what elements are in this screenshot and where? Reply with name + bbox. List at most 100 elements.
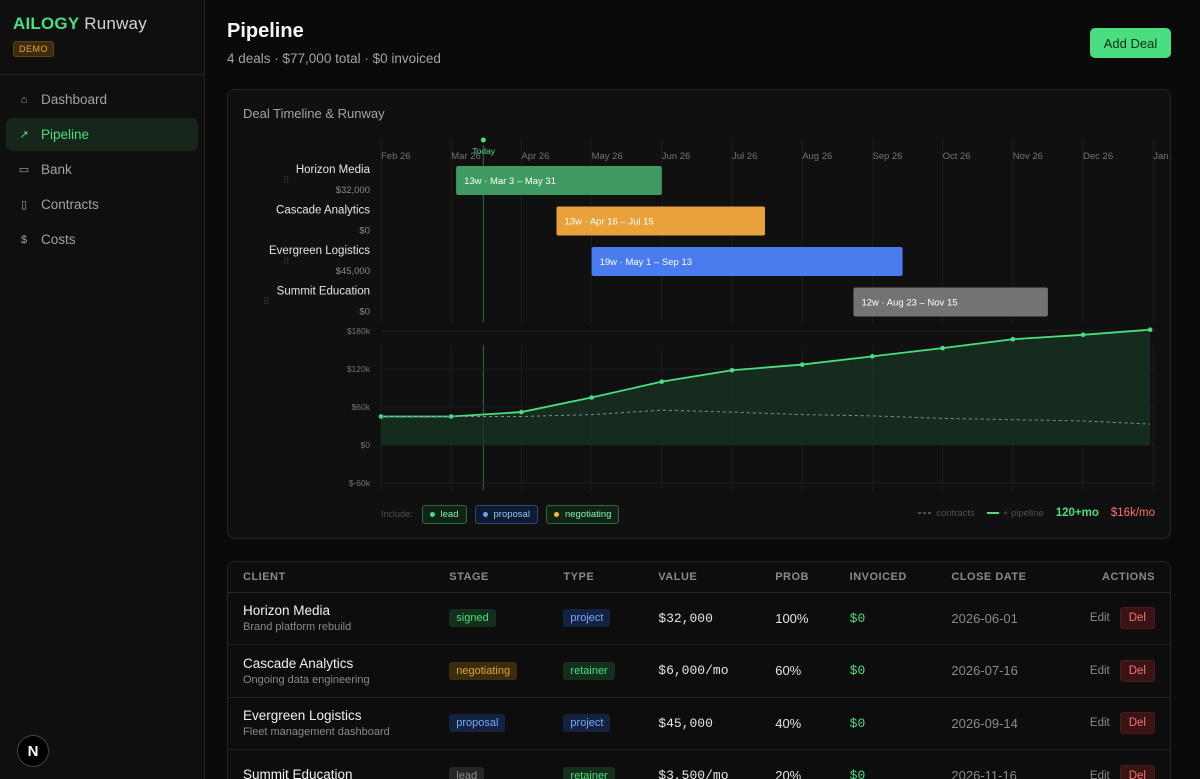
today-dot-icon: [480, 137, 486, 143]
delete-button[interactable]: Del: [1119, 712, 1155, 735]
stage-badge: signed: [449, 609, 496, 628]
client-description: Ongoing data engineering: [243, 673, 370, 686]
table-row[interactable]: Cascade Analytics Ongoing data engineerin…: [228, 644, 1170, 698]
sidebar-item-pipeline[interactable]: ↗ Pipeline: [6, 118, 198, 151]
timeline-title: Deal Timeline & Runway: [243, 106, 385, 121]
chip-label: proposal: [493, 509, 530, 520]
table-row[interactable]: Horizon Media Brand platform rebuild signe…: [228, 592, 1170, 645]
app-title: AILOGY Runway: [13, 14, 191, 34]
month-tick-label: Oct 26: [943, 151, 971, 162]
month-tick-label: May 26: [592, 151, 623, 162]
sidebar-item-bank[interactable]: ▭ Bank: [6, 153, 198, 186]
deals-table: CLIENT STAGE TYPE VALUE PROB INVOICED CLOSE DA…: [228, 562, 1170, 779]
month-tick-label: Jul 26: [732, 151, 757, 162]
add-deal-button[interactable]: Add Deal: [1090, 28, 1171, 58]
deal-client-label: Cascade Analytics: [276, 205, 370, 217]
drag-handle-icon: ⠿: [263, 297, 270, 307]
column-header-type: TYPE: [548, 562, 644, 593]
edit-button[interactable]: Edit: [1089, 717, 1110, 730]
deal-bar: [853, 287, 1048, 317]
month-tick-label: Jun 26: [662, 151, 691, 162]
column-header-actions: ACTIONS: [1058, 562, 1170, 593]
chip-dot-icon: [482, 512, 488, 517]
include-chip-negotiating[interactable]: negotiating: [545, 505, 620, 524]
document-icon: ▯: [20, 199, 28, 211]
include-chip-lead[interactable]: lead: [421, 505, 467, 524]
y-tick-label: $180k: [347, 326, 371, 336]
pipeline-point: [519, 409, 524, 415]
n-logo-icon[interactable]: N: [17, 735, 49, 767]
stage-badge: negotiating: [449, 661, 518, 680]
pipeline-area: [381, 329, 1151, 445]
delete-button[interactable]: Del: [1119, 607, 1155, 630]
column-header-close-date: CLOSE DATE: [936, 562, 1059, 593]
pipeline-point: [729, 367, 735, 373]
legend-contracts-label: contracts: [936, 507, 975, 519]
client-name: Cascade Analytics: [243, 655, 354, 671]
deal-bar-label: 12w · Aug 23 – Nov 15: [861, 298, 957, 309]
type-badge: project: [563, 714, 611, 733]
sidebar-item-dashboard[interactable]: ⌂ Dashboard: [6, 83, 198, 116]
client-cell: Horizon Media Brand platform rebuild: [228, 592, 435, 645]
table-row[interactable]: Summit Education lead retainer $3,500/mo 20%…: [228, 749, 1170, 779]
month-tick-label: Apr 26: [521, 151, 549, 162]
card-icon: ▭: [18, 164, 30, 176]
table-row[interactable]: Evergreen Logistics Fleet management dash…: [228, 697, 1170, 750]
deal-value-label: $0: [359, 307, 370, 318]
deal-value-label: $45,000: [336, 266, 370, 277]
chart-legend: contracts + pipeline 120+mo $16k/mo: [918, 507, 1155, 519]
pipeline-point: [940, 345, 945, 351]
brand-name-primary: AILOGY: [13, 14, 80, 33]
invoiced-cell: $0: [834, 644, 937, 698]
value-cell: $45,000: [643, 697, 761, 750]
column-header-invoiced: INVOICED: [834, 562, 937, 593]
sidebar-item-label: Costs: [41, 232, 76, 247]
brand: AILOGY Runway DEMO: [0, 0, 204, 75]
deal-bar: [591, 247, 903, 276]
burn-rate: $16k/mo: [1110, 507, 1155, 519]
type-badge: project: [563, 609, 611, 628]
month-tick-label: Sep 26: [872, 151, 902, 162]
edit-button[interactable]: Edit: [1089, 612, 1110, 625]
client-name: Evergreen Logistics: [243, 708, 362, 724]
delete-button[interactable]: Del: [1119, 659, 1155, 682]
pipeline-point: [1010, 336, 1016, 342]
actions-cell: Edit Del: [1058, 697, 1170, 750]
client-name: Horizon Media: [243, 603, 331, 619]
edit-button[interactable]: Edit: [1090, 770, 1110, 779]
today-label: Today: [472, 146, 495, 156]
stage-cell: proposal: [434, 697, 549, 750]
y-tick-label: $120k: [347, 364, 371, 374]
column-header-prob: PROB: [760, 562, 835, 593]
month-tick-label: Mar 26: [451, 151, 481, 162]
type-cell: retainer: [548, 644, 644, 698]
sidebar-item-label: Bank: [41, 162, 72, 177]
dollar-icon: $: [20, 233, 28, 246]
sidebar-item-costs[interactable]: $ Costs: [6, 223, 198, 256]
sidebar-item-label: Dashboard: [41, 92, 108, 107]
edit-button[interactable]: Edit: [1089, 664, 1110, 677]
stage-cell: signed: [434, 592, 549, 645]
month-tick-label: Aug 26: [802, 151, 832, 162]
legend-pipeline: + pipeline: [986, 508, 1044, 519]
client-cell: Summit Education: [228, 749, 435, 779]
pipeline-line: [381, 328, 1151, 418]
sidebar-item-contracts[interactable]: ▯ Contracts: [6, 188, 198, 221]
page-title: Pipeline: [227, 20, 304, 42]
actions-cell: Edit Del: [1058, 592, 1170, 645]
delete-button[interactable]: Del: [1119, 764, 1155, 779]
sidebar: AILOGY Runway DEMO ⌂ Dashboard ↗ Pipeline ▭ B…: [0, 0, 205, 779]
include-chip-proposal[interactable]: proposal: [474, 505, 538, 524]
month-tick-label: Nov 26: [1013, 151, 1043, 162]
prob-cell: 20%: [760, 749, 835, 779]
chip-dot-icon: [429, 512, 435, 517]
actions-cell: Edit Del: [1058, 749, 1170, 779]
timeline-chart: Feb 26 Mar 26 Apr 26 May 26 Jun 26 Jul 26 Aug …: [263, 137, 1172, 490]
column-header-value: VALUE: [643, 562, 761, 593]
pipeline-point: [659, 379, 665, 384]
type-cell: project: [548, 697, 644, 750]
pipeline-point: [448, 414, 454, 419]
client-name: Summit Education: [243, 766, 353, 779]
pipeline-point: [870, 354, 875, 359]
column-header-stage: STAGE: [434, 562, 549, 593]
